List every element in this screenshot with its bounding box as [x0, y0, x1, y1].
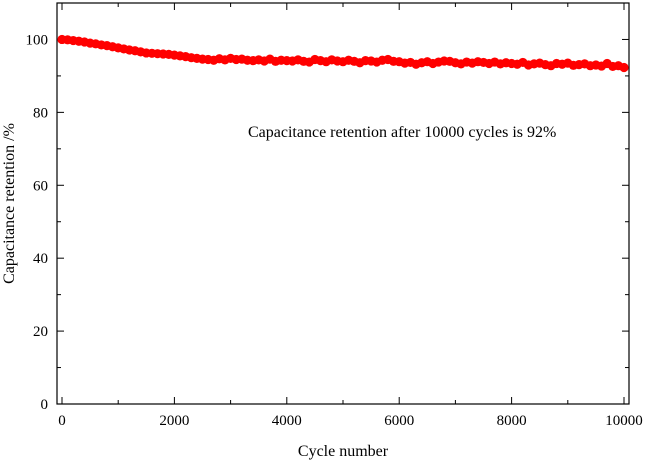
- x-tick-label: 2000: [159, 413, 189, 429]
- y-tick-label: 0: [41, 397, 49, 413]
- x-tick-label: 4000: [272, 413, 302, 429]
- y-tick-label: 100: [26, 32, 49, 48]
- x-tick-label: 8000: [497, 413, 527, 429]
- y-tick-label: 60: [33, 178, 48, 194]
- y-tick-label: 80: [33, 105, 48, 121]
- y-axis-title: Capacitance retention /%: [1, 123, 18, 284]
- x-axis-title: Cycle number: [298, 443, 389, 460]
- y-tick-label: 40: [33, 251, 48, 267]
- x-tick-label: 10000: [605, 413, 643, 429]
- series-capacitance-retention: [57, 34, 629, 73]
- annotation-text: Capacitance retention after 10000 cycles…: [248, 124, 556, 141]
- x-tick-label: 0: [58, 413, 66, 429]
- data-point: [619, 62, 629, 73]
- y-tick-label: 20: [33, 324, 48, 340]
- x-tick-label: 6000: [384, 413, 414, 429]
- plot-area: 0 2000 4000 6000 8000 10000 0 20 40 60 80 100: [26, 2, 643, 429]
